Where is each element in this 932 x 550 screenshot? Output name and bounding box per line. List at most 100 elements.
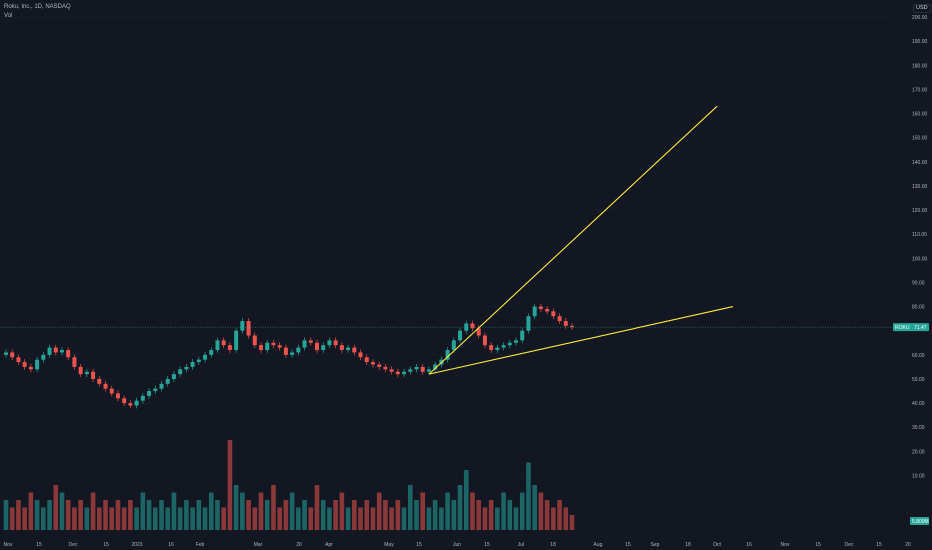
- candle-body: [377, 364, 382, 367]
- candle-body: [557, 316, 562, 322]
- time-tick-label: 20: [905, 542, 911, 548]
- volume-bar: [96, 507, 102, 530]
- time-tick-label: 15: [103, 542, 109, 548]
- candle-body: [420, 366, 425, 372]
- candle-body: [433, 364, 438, 370]
- candle-body: [445, 350, 450, 360]
- candle-body: [364, 357, 369, 363]
- candle-body: [215, 340, 220, 351]
- volume-bar: [227, 440, 233, 530]
- volume-bar: [184, 500, 189, 530]
- trendline[interactable]: [428, 105, 718, 375]
- candle-body: [402, 371, 407, 375]
- volume-bar: [196, 500, 202, 530]
- volume-bar: [22, 507, 27, 530]
- volume-bar: [59, 492, 65, 530]
- candle-body: [115, 393, 120, 399]
- candle-body: [389, 369, 394, 372]
- volume-bar: [121, 507, 127, 530]
- candle-body: [358, 352, 363, 358]
- candle-body: [458, 330, 463, 341]
- candle-body: [252, 335, 257, 346]
- candle-body: [203, 354, 208, 360]
- candle-body: [159, 383, 164, 389]
- candle-body: [570, 325, 574, 328]
- time-tick-label: 15: [36, 542, 42, 548]
- time-tick-label: 16: [746, 542, 752, 548]
- candle-body: [10, 352, 15, 358]
- volume-bar: [159, 500, 164, 530]
- volume-bar: [103, 500, 108, 530]
- candle-body: [464, 323, 469, 331]
- volume-bar: [569, 515, 575, 530]
- volume-bar: [302, 500, 307, 530]
- volume-bar: [314, 485, 320, 530]
- volume-bar: [277, 507, 282, 530]
- currency-button[interactable]: USD: [913, 4, 931, 13]
- chart-grid: [0, 16, 893, 476]
- symbol-title[interactable]: Roku, Inc., 1D, NASDAQ: [4, 4, 71, 10]
- time-tick-label: 15: [484, 542, 490, 548]
- volume-bar: [177, 507, 183, 530]
- volume-bars: [3, 440, 575, 530]
- volume-bar: [401, 507, 407, 530]
- candle-body: [545, 308, 550, 312]
- volume-bar: [90, 492, 96, 530]
- volume-bar: [463, 470, 469, 530]
- volume-bar: [358, 507, 363, 530]
- time-tick-label: 15: [416, 542, 422, 548]
- price-tick-label: 40.00: [912, 401, 925, 407]
- volume-bar: [352, 500, 357, 530]
- candle-body: [314, 342, 319, 351]
- candle-body: [103, 383, 108, 389]
- candle-body: [426, 369, 431, 372]
- volume-bar: [84, 507, 90, 530]
- time-tick-label: Oct: [713, 542, 721, 548]
- volume-bar: [240, 492, 245, 530]
- trendline[interactable]: [428, 306, 734, 375]
- candle-body: [302, 340, 307, 348]
- price-tag-value: 71.47: [914, 325, 927, 331]
- candle-body: [84, 371, 89, 375]
- volume-indicator-label[interactable]: Vol: [4, 13, 13, 19]
- volume-bar: [208, 492, 214, 530]
- time-tick-label: 15: [815, 542, 821, 548]
- price-tag-bg: [893, 323, 929, 332]
- candle-body: [507, 342, 512, 346]
- volume-bar: [109, 507, 115, 530]
- price-tick-label: 190.00: [912, 39, 928, 45]
- candle-body: [526, 316, 531, 331]
- volume-bar: [252, 507, 258, 530]
- volume-bar: [495, 507, 500, 530]
- price-tag: ROKU 71.47: [893, 323, 929, 332]
- volume-bar: [9, 507, 15, 530]
- volume-bar: [563, 507, 569, 530]
- time-axis[interactable]: Nov 15 Dec 15 2023 16 Feb Mar 20 Apr May 15 Jun 15 Jul…: [4, 542, 911, 548]
- candle-body: [501, 345, 506, 348]
- candle-body: [383, 366, 388, 370]
- volume-bar: [439, 507, 444, 530]
- price-tick-label: 90.00: [912, 280, 925, 286]
- candle-body: [53, 347, 58, 353]
- volume-bar: [544, 500, 550, 530]
- candle-body: [234, 330, 239, 351]
- time-tick-label: Dec: [69, 542, 78, 548]
- chart-header: Roku, Inc., 1D, NASDAQ Vol: [4, 3, 71, 21]
- price-axis[interactable]: 200.00 190.00 180.00 170.00 160.00 150.00 140.…: [912, 15, 928, 480]
- candle-body: [72, 357, 77, 367]
- trendline-drawings[interactable]: [428, 105, 734, 375]
- candle-body: [190, 362, 195, 367]
- time-tick-label: Jun: [453, 542, 461, 548]
- price-tick-label: 110.00: [912, 232, 927, 238]
- candle-body: [4, 352, 8, 355]
- price-tick-label: 100.00: [912, 256, 928, 262]
- candle-body: [532, 306, 537, 317]
- candle-body: [265, 342, 270, 351]
- price-tick-label: 140.00: [912, 160, 928, 166]
- volume-bar: [470, 492, 475, 530]
- volume-bar: [501, 492, 506, 530]
- candle-body: [171, 374, 176, 379]
- candle-body: [321, 345, 326, 351]
- candle-body: [296, 347, 301, 353]
